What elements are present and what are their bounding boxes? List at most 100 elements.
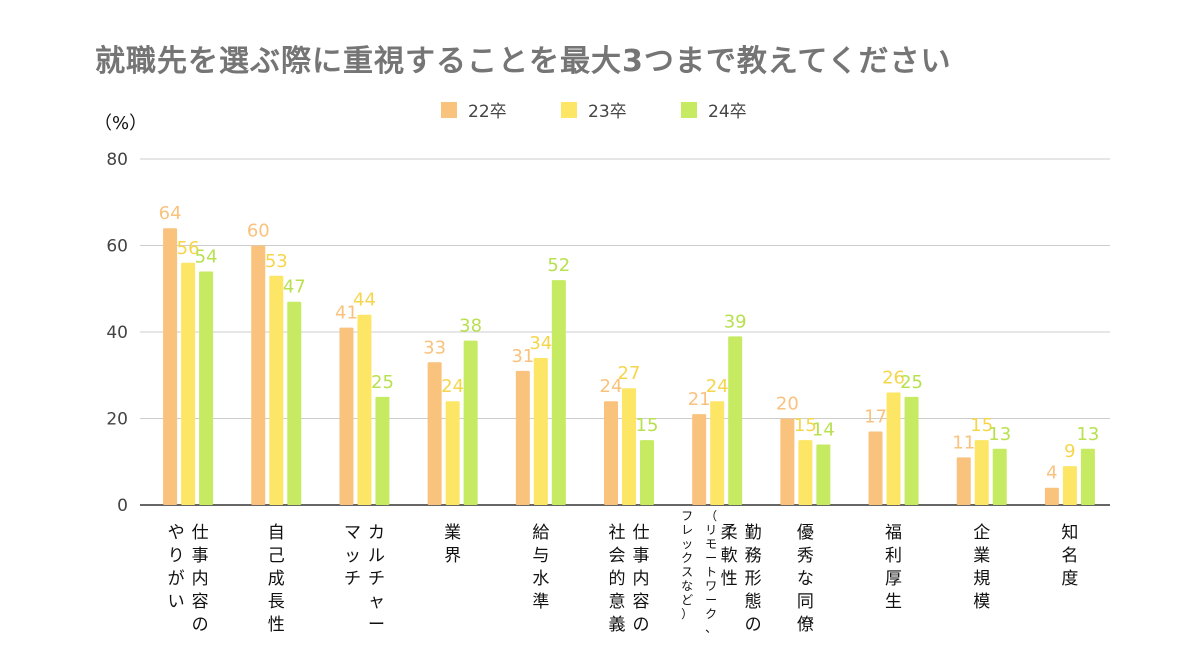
legend: 22卒 23卒 24卒 [441, 102, 747, 122]
category-label-line: 柔軟性 [721, 523, 738, 589]
category-label-line: 優秀な同僚 [797, 523, 814, 635]
y-tick-label: 0 [117, 496, 128, 516]
category-label-line: 企業規模 [973, 523, 990, 612]
category-label-line: やりがい [168, 523, 185, 612]
legend-label: 22卒 [468, 102, 507, 122]
data-label: 38 [459, 316, 482, 337]
data-label: 44 [353, 290, 376, 311]
data-label: 24 [600, 376, 623, 397]
data-label: 21 [688, 389, 711, 410]
data-label: 47 [283, 277, 306, 298]
bar [868, 431, 883, 505]
data-label: 25 [371, 372, 394, 393]
bar [1080, 448, 1095, 505]
bar [199, 271, 214, 505]
category-label: 福利厚生 [885, 523, 902, 612]
bar [692, 414, 707, 505]
category-label: 知名度 [1061, 523, 1078, 589]
category-label-line: マッチ [344, 523, 361, 589]
category-label-line: 業界 [444, 523, 461, 566]
y-tick-label: 40 [106, 323, 128, 343]
data-label: 13 [1076, 424, 1099, 445]
data-label: 17 [864, 406, 887, 427]
data-label: 24 [441, 376, 464, 397]
data-label: 33 [423, 337, 446, 358]
category-label-line: 社会的意義 [609, 523, 626, 635]
bar [357, 314, 372, 505]
bar [269, 275, 284, 505]
data-label: 15 [970, 415, 993, 436]
category-label-line: 自己成長性 [268, 523, 285, 635]
data-label: 24 [706, 376, 729, 397]
bar [886, 392, 901, 505]
legend-swatch [681, 102, 697, 118]
data-label: 20 [776, 394, 799, 415]
data-label: 15 [794, 415, 817, 436]
category-label-line: 勤務形態の [745, 523, 762, 635]
chart-title: 就職先を選ぶ際に重視することを最大3つまで教えてください [95, 44, 952, 79]
y-tick-label: 80 [106, 150, 128, 170]
category-label: 自己成長性 [268, 523, 285, 635]
data-label: 26 [882, 368, 905, 389]
data-label: 25 [900, 372, 923, 393]
data-label: 31 [511, 346, 534, 367]
data-label: 41 [335, 303, 358, 324]
category-label: 企業規模 [973, 523, 990, 612]
bar [375, 396, 390, 505]
data-label: 39 [724, 311, 747, 332]
category-label-line: フレックスなど） [681, 509, 693, 621]
data-label: 13 [988, 424, 1011, 445]
data-label: 52 [547, 255, 570, 276]
bar [515, 370, 530, 505]
bar [163, 228, 178, 505]
category-label-line: 福利厚生 [885, 523, 902, 612]
data-label: 64 [159, 203, 182, 224]
data-label: 53 [265, 251, 288, 272]
data-label: 54 [195, 246, 218, 267]
category-label: 給与水準 [532, 523, 549, 612]
bar [604, 401, 618, 505]
category-label-line: （リモートワーク、 [705, 509, 717, 635]
bar [463, 340, 478, 505]
bar [780, 418, 795, 505]
bar [992, 448, 1007, 505]
data-label: 11 [952, 432, 975, 453]
bar [1044, 487, 1059, 505]
data-label: 60 [247, 221, 270, 242]
bar [640, 440, 654, 505]
bar [728, 336, 743, 505]
bar [1062, 466, 1077, 505]
bar [533, 357, 548, 505]
bar [956, 457, 971, 505]
bar [181, 262, 196, 505]
category-label-line: 給与水準 [532, 523, 549, 612]
data-label: 34 [529, 333, 552, 354]
data-label: 4 [1046, 463, 1057, 484]
data-label: 14 [812, 419, 835, 440]
category-label: 業界 [444, 523, 461, 566]
y-axis-ticks: 0 20 40 60 80 [106, 150, 128, 516]
y-tick-label: 20 [106, 410, 128, 430]
y-tick-label: 60 [106, 237, 128, 257]
data-label: 27 [618, 363, 641, 384]
bar [622, 388, 636, 505]
bar [551, 280, 566, 505]
legend-label: 24卒 [708, 102, 747, 122]
category-labels: 仕事内容のやりがい自己成長性カルチャーマッチ業界給与水準仕事内容の社会的意義勤務… [168, 509, 1079, 635]
legend-swatch [561, 102, 577, 118]
bar [904, 396, 919, 505]
bar [251, 245, 266, 505]
data-label: 15 [636, 415, 659, 436]
y-axis-unit-label: （%） [94, 113, 147, 134]
legend-label: 23卒 [588, 102, 627, 122]
bar [816, 444, 831, 505]
bar [974, 440, 989, 505]
category-label-line: 知名度 [1061, 523, 1078, 589]
bars [163, 228, 1095, 505]
